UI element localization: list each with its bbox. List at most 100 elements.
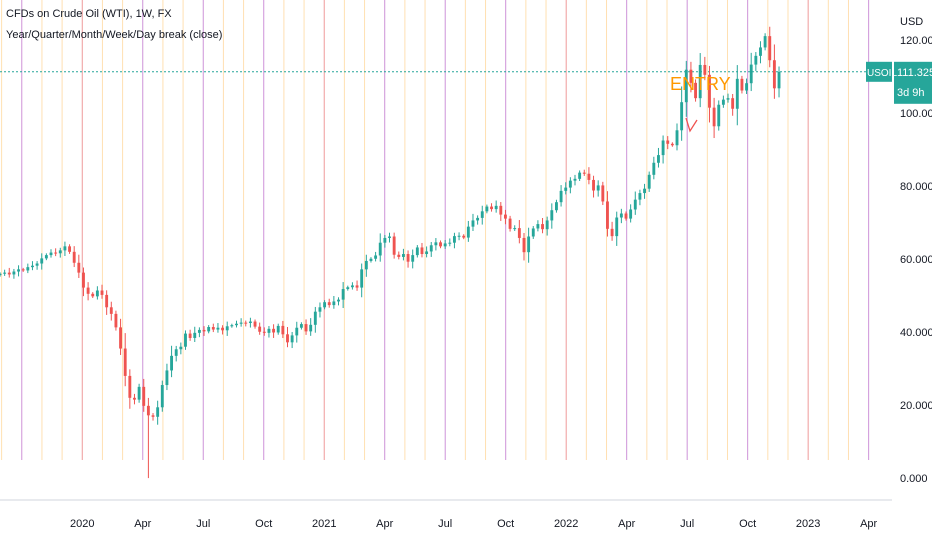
candle-body	[44, 255, 48, 259]
candle-body	[160, 385, 164, 408]
candle-body	[555, 202, 558, 211]
x-axis-ticks: 2020 Apr Jul Oct 2021 Apr Jul Oct 2022 Apr Jul Oct 2…	[70, 518, 878, 530]
y-axis-ticks: 120.000 100.000 80.000 60.000 40.000 20.000 0.…	[900, 35, 932, 485]
candle-body	[68, 246, 71, 252]
candle-body	[610, 228, 614, 237]
candle-body	[629, 209, 633, 219]
period-break-lines	[1, 0, 870, 460]
candle-body	[72, 251, 76, 263]
candle-body	[471, 220, 475, 227]
candle-body	[313, 311, 317, 325]
candle-body	[26, 267, 30, 271]
candle-body	[550, 210, 554, 221]
candle-body	[114, 313, 118, 328]
candle-body	[355, 285, 359, 288]
candle-body	[615, 217, 619, 237]
x-tick-label: Apr	[618, 518, 635, 530]
x-tick-label: 2023	[796, 518, 820, 530]
candle-body	[527, 236, 531, 253]
candle-body	[624, 213, 628, 219]
candle-body	[619, 213, 623, 218]
candle-body	[582, 172, 586, 174]
candle-body	[3, 272, 7, 274]
candle-body	[184, 333, 187, 347]
candle-body	[675, 130, 679, 146]
candle-body	[735, 78, 739, 109]
candle-body	[332, 301, 336, 306]
candle-body	[360, 269, 364, 288]
candle-body	[281, 325, 285, 335]
candle-body	[439, 242, 442, 247]
candle-body	[91, 293, 95, 297]
indicator-legend: Year/Quarter/Month/Week/Day break (close…	[6, 29, 222, 41]
candle-body	[276, 325, 280, 333]
candle-body	[374, 255, 378, 259]
candle-body	[448, 242, 452, 244]
candle-body	[480, 211, 484, 218]
candle-body	[31, 265, 34, 268]
candle-body	[179, 346, 183, 350]
candle-body	[146, 405, 150, 416]
candle-body	[684, 69, 688, 103]
entry-annotation: ENTRY	[670, 74, 731, 94]
candle-body	[151, 415, 155, 417]
candle-body	[346, 287, 350, 290]
candle-body	[680, 102, 684, 131]
candle-body	[606, 201, 609, 229]
candle-body	[522, 237, 526, 253]
candle-body	[253, 321, 257, 327]
y-tick-label: 60.000	[900, 254, 932, 266]
candle-body	[248, 321, 252, 323]
candle-body	[207, 327, 211, 332]
candle-body	[133, 397, 136, 400]
candle-body	[128, 375, 132, 398]
candle-body	[694, 82, 697, 99]
candle-body	[429, 245, 433, 252]
y-tick-label: 120.000	[900, 35, 932, 47]
candle-body	[137, 386, 141, 400]
candle-body	[745, 83, 749, 91]
x-tick-label: Oct	[255, 518, 272, 530]
candle-body	[406, 254, 410, 262]
candle-body	[721, 99, 725, 105]
candle-body	[364, 260, 368, 270]
candle-body	[211, 327, 215, 330]
candle-body	[490, 206, 493, 210]
candle-body	[633, 199, 637, 210]
candle-body	[202, 329, 206, 332]
candle-body	[350, 285, 354, 288]
candle-body	[197, 329, 201, 333]
candle-body	[383, 237, 387, 243]
candle-body	[286, 334, 289, 343]
candle-body	[290, 335, 294, 343]
y-tick-label: 40.000	[900, 327, 932, 339]
price-tag-value: 111.325	[897, 67, 932, 79]
candle-body	[749, 64, 753, 84]
candle-body	[754, 55, 758, 65]
candle-body	[652, 162, 656, 175]
y-tick-label: 0.000	[900, 473, 928, 485]
candle-body	[40, 258, 44, 264]
candle-body	[476, 217, 480, 221]
x-tick-label: Apr	[376, 518, 393, 530]
candle-body	[100, 290, 104, 295]
candle-body	[592, 179, 595, 191]
candle-body	[12, 271, 16, 275]
x-tick-label: Apr	[134, 518, 151, 530]
y-tick-label: 100.000	[900, 108, 932, 120]
candle-body	[536, 224, 540, 229]
candle-body	[708, 74, 711, 108]
candle-body	[420, 247, 424, 255]
candle-body	[170, 355, 174, 371]
candle-body	[638, 193, 642, 200]
candle-body	[777, 71, 781, 89]
candle-body	[369, 258, 373, 261]
candle-body	[221, 327, 225, 331]
candle-body	[174, 349, 178, 356]
candle-body	[740, 78, 744, 91]
candle-body	[323, 302, 327, 308]
candle-body	[768, 36, 772, 61]
candle-body	[499, 205, 503, 215]
candle-body	[452, 236, 456, 243]
candle-body	[689, 69, 693, 83]
